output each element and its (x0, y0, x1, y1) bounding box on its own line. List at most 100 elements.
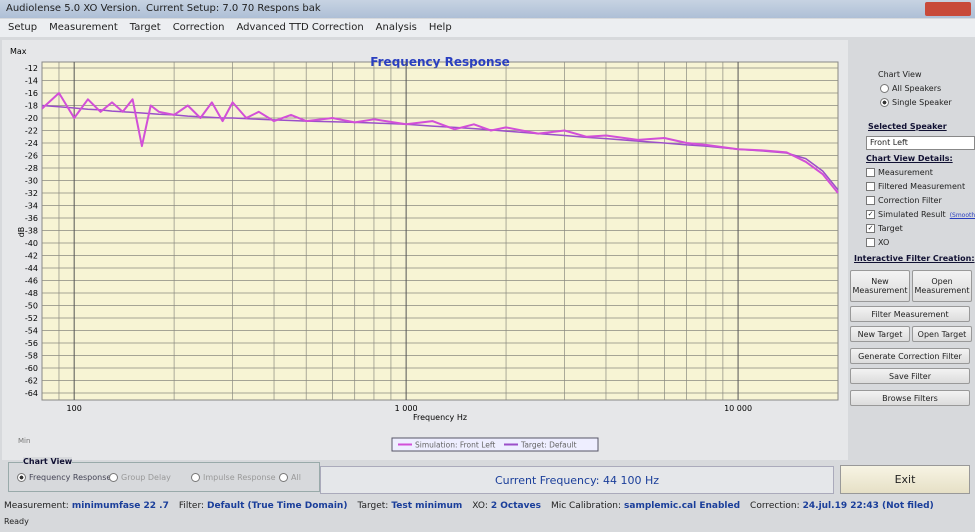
checkbox-option[interactable]: Correction Filter (866, 196, 942, 205)
y-tick-label: -40 (25, 239, 38, 248)
checkbox-option[interactable]: ✓Simulated Result(Smoothed) (866, 210, 975, 219)
chart-title: Frequency Response (370, 55, 510, 69)
checkbox-label: Simulated Result (878, 210, 946, 219)
status-value: 2 Octaves (490, 501, 541, 511)
radio-option[interactable]: Group Delay (109, 473, 171, 482)
status-value: 24.jul.19 22:43 (Not filed) (802, 501, 934, 511)
button[interactable]: Filter Measurement (850, 306, 970, 322)
radio-label: All Speakers (892, 84, 942, 93)
radio[interactable] (880, 98, 889, 107)
checkbox[interactable] (866, 182, 875, 191)
checkbox[interactable]: ✓ (866, 224, 875, 233)
legend (391, 437, 599, 452)
dropdown-value: Front Left (870, 138, 908, 147)
menu-item[interactable]: Target (129, 22, 161, 33)
button[interactable]: Save Filter (850, 368, 970, 384)
max-label: Max (10, 47, 27, 56)
checkbox[interactable] (866, 238, 875, 247)
speaker-dropdown[interactable]: Front Left (866, 136, 975, 150)
y-tick-label: -52 (25, 314, 38, 323)
menu-item[interactable]: Analysis (375, 22, 417, 33)
window-controls[interactable] (925, 2, 971, 16)
section-title: Interactive Filter Creation: (854, 254, 975, 263)
app-title: Audiolense 5.0 XO Version. (6, 3, 141, 14)
button[interactable]: Open Target (912, 326, 972, 342)
status-value: Test minimum (391, 501, 463, 511)
status-label: Measurement: (4, 501, 69, 511)
y-tick-label: -58 (25, 352, 38, 361)
button[interactable]: Generate Correction Filter (850, 348, 970, 364)
checkbox-option[interactable]: ✓ Target (866, 224, 903, 233)
y-tick-label: -14 (25, 77, 38, 86)
y-tick-label: -20 (25, 114, 38, 123)
radio-option[interactable]: All Speakers (880, 84, 941, 93)
group-title: Chart View (23, 457, 73, 466)
series-line (41, 92, 839, 194)
checkbox-label: Measurement (878, 168, 933, 177)
checkbox-option[interactable]: Filtered Measurement (866, 182, 965, 191)
status-label: Target: (357, 501, 389, 511)
legend-label: Simulation: Front Left (415, 441, 495, 450)
menu-item[interactable]: Measurement (49, 22, 118, 33)
exit-button[interactable]: Exit (840, 465, 970, 494)
current-setup: Current Setup: 7.0 70 Respons bak (146, 3, 321, 14)
section-title: Chart View (878, 70, 922, 79)
checkbox[interactable]: ✓ (866, 210, 875, 219)
radio-label: Group Delay (121, 473, 171, 482)
radio-option[interactable]: Single Speaker (880, 98, 952, 107)
button[interactable]: New Measurement (850, 270, 910, 302)
radio[interactable] (191, 473, 200, 482)
y-tick-label: -48 (25, 289, 38, 298)
y-tick-label: -34 (25, 202, 38, 211)
x-tick-label: 10 000 (724, 404, 752, 413)
button[interactable]: New Target (850, 326, 910, 342)
min-label: Min (18, 437, 30, 445)
checkbox-label: Filtered Measurement (878, 182, 966, 191)
checkbox[interactable] (866, 168, 875, 177)
y-tick-label: -32 (25, 189, 38, 198)
x-axis-label: Frequency Hz (413, 413, 467, 422)
radio-option[interactable]: Frequency Response (17, 473, 111, 482)
y-tick-label: -12 (25, 64, 38, 73)
button[interactable]: Open Measurement (912, 270, 972, 302)
menu-bar: Setup Measurement Target Correction Advanced… (0, 19, 975, 37)
button[interactable]: Browse Filters (850, 390, 970, 406)
section-title: Selected Speaker (868, 122, 947, 131)
y-tick-label: -50 (25, 302, 38, 311)
y-tick-label: -38 (25, 227, 38, 236)
radio-option[interactable]: Impulse Response (191, 473, 276, 482)
status-bar: Measurement: minimumfase 22 .7 Filter: Defa… (0, 497, 975, 515)
menu-item[interactable]: Help (428, 22, 452, 33)
y-tick-label: -16 (25, 89, 38, 98)
x-tick-label: 1 000 (395, 404, 418, 413)
y-tick-label: -18 (25, 102, 38, 111)
status-label: Correction: (750, 501, 800, 511)
y-tick-label: -24 (25, 139, 38, 148)
y-tick-label: -54 (25, 327, 38, 336)
radio[interactable] (880, 84, 889, 93)
chart-view-group: Chart View Frequency Response Group Delay… (8, 457, 320, 492)
checkbox-note: (Smoothed) (949, 212, 975, 219)
side-panel: Chart View All Speakers Single Speaker Sele… (850, 62, 975, 412)
radio[interactable] (109, 473, 118, 482)
status-label: Filter: (178, 501, 205, 511)
checkbox-option[interactable]: XO (866, 238, 889, 247)
checkbox[interactable] (866, 196, 875, 205)
menu-item[interactable]: Correction (172, 22, 225, 33)
radio[interactable] (279, 473, 288, 482)
y-axis-label: dB (17, 227, 26, 238)
radio-label: Single Speaker (892, 98, 952, 107)
status-value: samplemic.cal Enabled (624, 501, 741, 511)
radio[interactable] (17, 473, 26, 482)
status-value: minimumfase 22 .7 (71, 501, 169, 511)
radio-label: Frequency Response (29, 473, 112, 482)
radio-option[interactable]: All (279, 473, 301, 482)
menu-item[interactable]: Advanced TTD Correction (236, 22, 364, 33)
current-frequency: Current Frequency: 44 100 Hz (320, 466, 834, 494)
ready-label: Ready (4, 517, 29, 526)
menu-item[interactable]: Setup (8, 22, 38, 33)
chart: Frequency Response Max Min Frequency Hz … (2, 40, 848, 460)
radio-label: All (291, 473, 301, 482)
checkbox-option[interactable]: Measurement (866, 168, 933, 177)
